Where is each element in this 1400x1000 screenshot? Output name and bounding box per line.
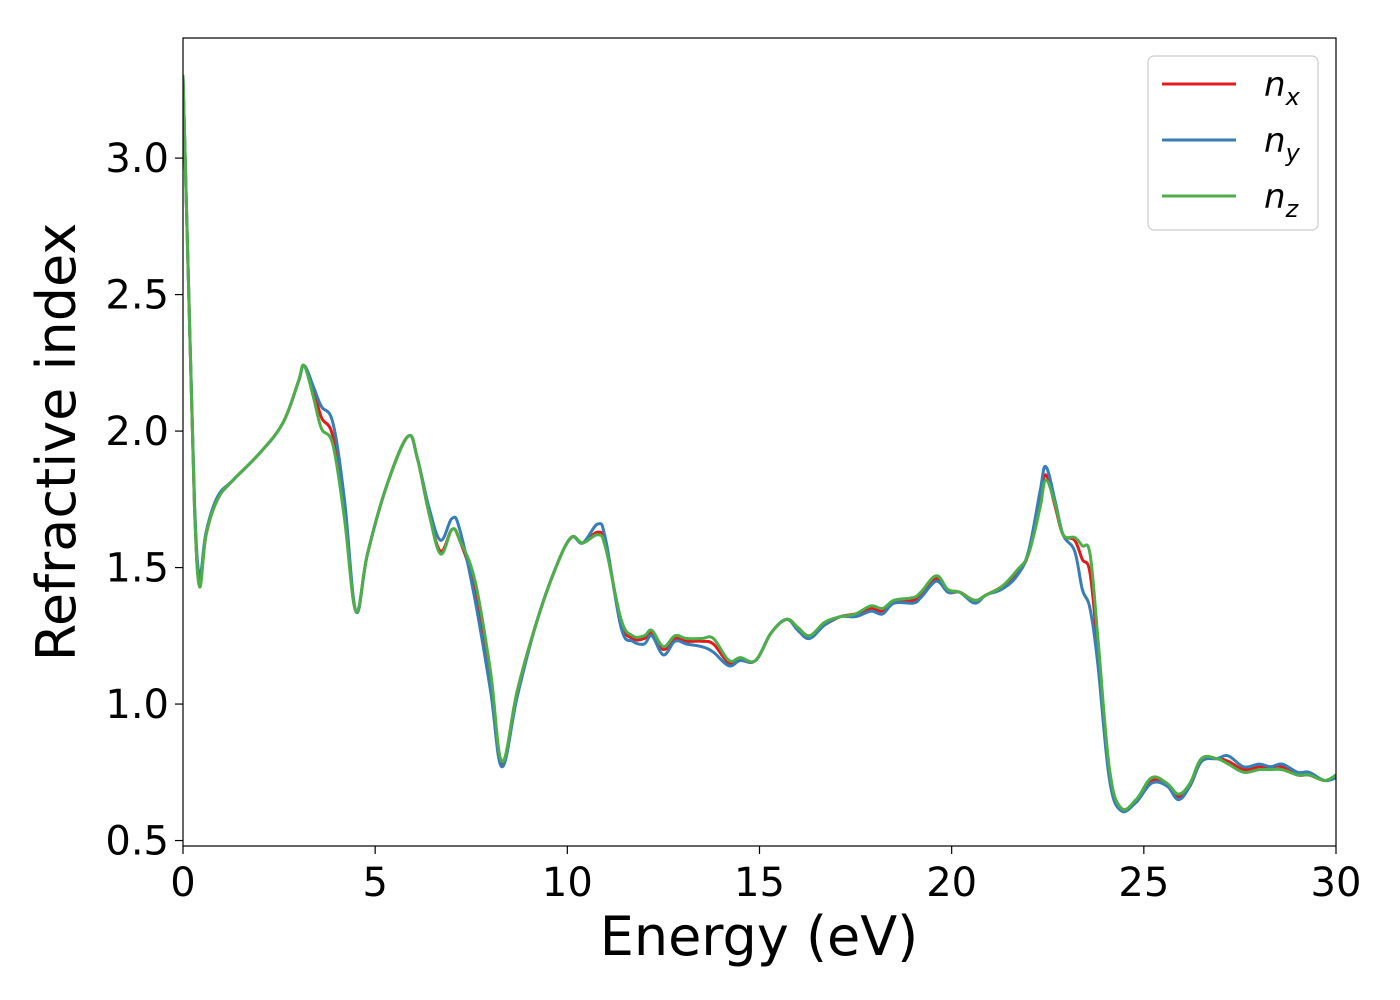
x-tick-label: 25	[1118, 860, 1169, 906]
series-line-n-z	[183, 74, 1336, 812]
series-line-n-y	[183, 74, 1336, 814]
y-tick-label: 2.0	[105, 409, 169, 455]
y-tick-label: 0.5	[105, 819, 169, 865]
legend-box	[1147, 55, 1319, 231]
y-tick-label: 1.0	[105, 682, 169, 728]
y-tick-label: 1.5	[105, 546, 169, 592]
x-tick-label: 15	[734, 860, 785, 906]
x-tick-label: 30	[1311, 860, 1362, 906]
x-axis-ticks: 0 5 10 15 20 25 30	[170, 846, 1361, 906]
x-tick-label: 10	[542, 860, 593, 906]
x-axis-label: Energy (eV)	[600, 905, 919, 968]
y-axis-label: Refractive index	[25, 223, 88, 662]
y-tick-label: 3.0	[105, 136, 169, 182]
series-layer	[183, 74, 1336, 814]
x-tick-label: 5	[362, 860, 387, 906]
x-tick-label: 0	[170, 860, 195, 906]
y-tick-label: 2.5	[105, 273, 169, 319]
x-tick-label: 20	[926, 860, 977, 906]
y-axis-ticks: 0.5 1.0 1.5 2.0 2.5 3.0	[105, 136, 183, 865]
